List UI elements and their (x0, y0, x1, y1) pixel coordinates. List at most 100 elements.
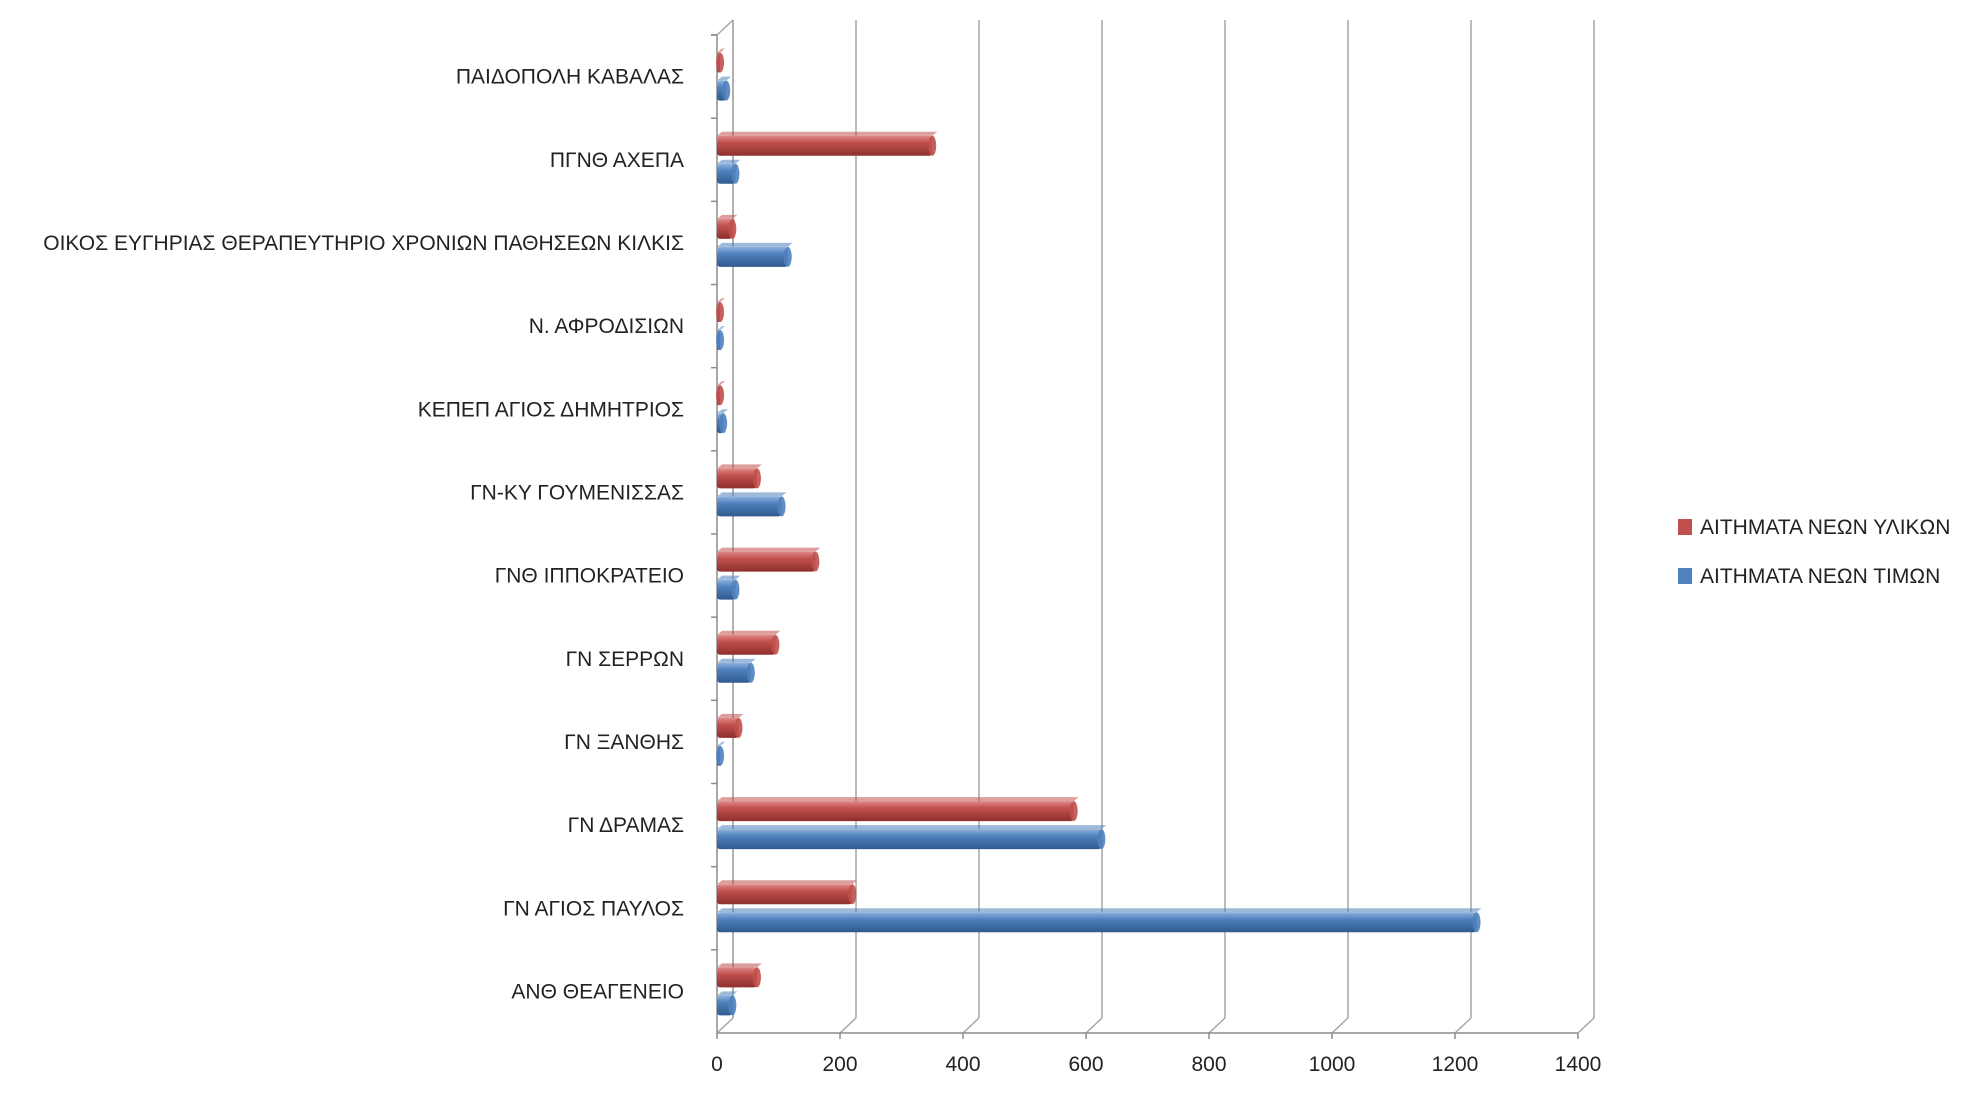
category-label: ΟΙΚΟΣ ΕΥΓΗΡΙΑΣ ΘΕΡΑΠΕΥΤΗΡΙΟ ΧΡΟΝΙΩΝ ΠΑΘΗ… (43, 232, 684, 255)
category-label: ΓΝ ΣΕΡΡΩΝ (566, 648, 684, 671)
bar-top-face (717, 76, 732, 81)
bar (717, 825, 1107, 850)
bar-end-cap (722, 80, 731, 101)
bar-top-face (717, 713, 744, 718)
bar (717, 963, 762, 988)
bar-end-cap (728, 218, 737, 239)
bar-front-face (717, 551, 816, 572)
bar-end-cap (771, 634, 780, 655)
bar-end-cap (716, 52, 725, 73)
bar-top-face (717, 298, 726, 303)
bar-top-face (717, 492, 787, 497)
bar-top-face (717, 48, 726, 53)
legend-swatch (1678, 519, 1692, 535)
bar-top-face (717, 963, 762, 968)
gridline-floor (1085, 1017, 1103, 1034)
category-label: ΠΑΙΔΟΠΟΛΗ ΚΑΒΑΛΑΣ (456, 66, 684, 89)
bar-end-cap (777, 496, 786, 517)
legend-label: ΑΙΤΗΜΑΤΑ ΝΕΩΝ ΤΙΜΩΝ (1700, 565, 1940, 588)
x-tick-labels: 0 200 400 600 800 1000 1200 1400 (711, 1053, 1601, 1076)
bar (717, 214, 738, 239)
x-tick-label: 600 (1068, 1053, 1103, 1076)
bar-top-face (717, 630, 781, 635)
bars (716, 48, 1482, 1016)
bar-end-cap (928, 135, 937, 156)
bar-top-face (717, 797, 1079, 802)
category-label: ΓΝ ΑΓΙΟΣ ΠΑΥΛΟΣ (503, 897, 684, 920)
x-tick-label: 200 (822, 1053, 857, 1076)
bar-top-face (717, 409, 729, 414)
bar-top-face (717, 547, 821, 552)
bar (717, 713, 744, 738)
bar (717, 908, 1482, 933)
gridline-floor (1331, 1017, 1349, 1034)
bar (717, 547, 821, 572)
bar (716, 381, 726, 406)
x-tick-label: 1200 (1432, 1053, 1479, 1076)
bar-front-face (717, 496, 782, 517)
category-label: ΚΕΠΕΠ ΑΓΙΟΣ ΔΗΜΗΤΡΙΟΣ (418, 398, 684, 421)
bar-top-face (717, 381, 726, 386)
legend-item: ΑΙΤΗΜΑΤΑ ΝΕΩΝ ΤΙΜΩΝ (1678, 565, 1940, 588)
bar-top-face (717, 159, 741, 164)
bar-end-cap (728, 995, 737, 1016)
bar-front-face (717, 135, 933, 156)
bar-front-face (717, 246, 788, 267)
category-labels: ΑΝΘ ΘΕΑΓΕΝΕΙΟ ΓΝ ΑΓΙΟΣ ΠΑΥΛΟΣ ΓΝ ΔΡΑΜΑΣ ΓΝ … (43, 66, 684, 1004)
gridlines (716, 20, 1595, 1034)
gridline-floor (1454, 1017, 1472, 1034)
bar (717, 242, 793, 267)
bar-end-cap (731, 579, 740, 600)
bar-top-face (717, 991, 738, 996)
bar-end-cap (1069, 801, 1078, 822)
bar (717, 797, 1079, 822)
category-label: ΓΝ ΞΑΝΘΗΣ (564, 731, 684, 754)
bar-top-face (717, 214, 738, 219)
bar (717, 658, 756, 683)
y-axis-depth (716, 19, 734, 36)
category-label: ΠΓΝΘ ΑΧΕΠΑ (550, 149, 684, 172)
gridline-floor (962, 1017, 980, 1034)
category-label: ΑΝΘ ΘΕΑΓΕΝΕΙΟ (511, 980, 684, 1003)
axes (711, 19, 1579, 1039)
gridline-floor (1577, 1017, 1595, 1034)
bar-end-cap (752, 468, 761, 489)
bar-end-cap (752, 967, 761, 988)
bar-end-cap (811, 551, 820, 572)
bar-top-face (717, 326, 726, 331)
bar (716, 326, 726, 351)
gridline-floor (839, 1017, 857, 1034)
bar-end-cap (719, 413, 728, 434)
bar-top-face (717, 242, 793, 247)
legend: ΑΙΤΗΜΑΤΑ ΝΕΩΝ ΥΛΙΚΩΝ ΑΙΤΗΜΑΤΑ ΝΕΩΝ ΤΙΜΩΝ (1678, 516, 1950, 588)
bar-end-cap (716, 745, 725, 766)
bar (716, 741, 726, 766)
bar-front-face (717, 884, 853, 905)
bar-top-face (717, 825, 1107, 830)
bar-front-face (717, 468, 757, 489)
bar (717, 880, 858, 905)
bar (716, 48, 726, 73)
bar-front-face (717, 967, 757, 988)
bar-front-face (717, 218, 733, 239)
x-tick-label: 800 (1191, 1053, 1226, 1076)
bar-front-face (717, 829, 1102, 850)
bar (717, 630, 781, 655)
bar (717, 131, 938, 156)
bar-front-face (717, 912, 1477, 933)
bar (717, 159, 741, 184)
bar (717, 464, 762, 489)
x-tick-label: 1000 (1309, 1053, 1356, 1076)
bar-front-face (717, 163, 736, 184)
bar (717, 76, 732, 101)
bar-front-face (717, 995, 733, 1016)
bar-front-face (717, 634, 776, 655)
bar (716, 298, 726, 323)
bar-front-face (717, 801, 1074, 822)
legend-label: ΑΙΤΗΜΑΤΑ ΝΕΩΝ ΥΛΙΚΩΝ (1700, 516, 1950, 539)
category-label: ΓΝ ΔΡΑΜΑΣ (568, 814, 684, 837)
gridline-floor (716, 1017, 734, 1034)
bar (717, 409, 729, 434)
bar-top-face (717, 880, 858, 885)
